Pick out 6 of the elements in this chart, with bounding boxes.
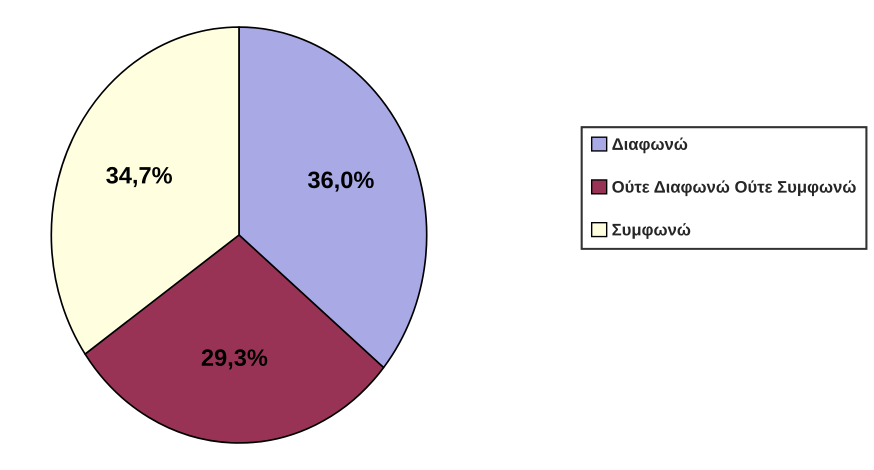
data-label: 34,7% [106, 166, 172, 188]
data-label: 29,3% [202, 349, 268, 370]
legend-label: Συμφωνώ [612, 223, 690, 239]
legend-label: Ούτε Διαφωνώ Ούτε Συμφωνώ [612, 180, 856, 196]
legend-label: Διαφωνώ [612, 138, 688, 154]
data-label: 36,0% [308, 171, 374, 192]
